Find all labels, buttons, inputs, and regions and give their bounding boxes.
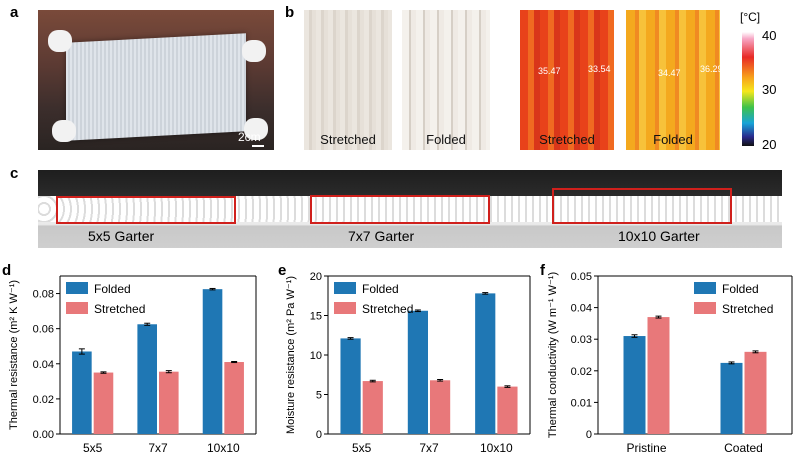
- bar-folded-10x10: [202, 289, 223, 434]
- y-tick-label: 15: [310, 311, 322, 323]
- legend-swatch: [334, 302, 356, 314]
- folded-thermal-caption: Folded: [653, 132, 693, 147]
- legend-swatch: [66, 282, 88, 294]
- garter-strip: [38, 196, 782, 222]
- highlight-box-5x5: [56, 196, 236, 224]
- y-axis-label: Thermal conductivity (W m⁻¹ W⁻¹): [547, 272, 559, 438]
- highlight-box-10x10: [552, 188, 732, 224]
- bar-stretched-10x10: [224, 362, 244, 434]
- y-tick-label: 0.00: [33, 429, 54, 441]
- bar-stretched-coated: [744, 351, 767, 434]
- colorbar-tick-40: 40: [762, 28, 777, 43]
- bar-folded-7x7: [137, 324, 157, 434]
- panel-a-label: a: [10, 4, 19, 21]
- folded-thermal-image: 34.47 36.29 Folded: [626, 10, 720, 150]
- garter-samples-photo: 5x5 Garter 7x7 Garter 10x10 Garter: [38, 170, 782, 248]
- y-tick-label: 10: [310, 350, 322, 362]
- bar-stretched-5x5: [93, 372, 114, 434]
- bar-stretched-10x10: [497, 386, 518, 434]
- x-tick-label: 7x7: [419, 441, 439, 455]
- chart-thermal-conductivity: 0 0.01 0.02 0.03 0.04 0.05 Thermal conductivit…: [547, 271, 793, 455]
- panel-f-label: f: [540, 262, 545, 279]
- legend-swatch: [694, 302, 716, 314]
- stretched-thermal-image: 35.47 33.54 Stretched: [520, 10, 614, 150]
- scale-bar-label: 2cm: [238, 130, 261, 144]
- bar-folded-10x10: [475, 293, 496, 434]
- stretched-photo-caption: Stretched: [320, 132, 376, 147]
- bar-folded-coated: [720, 362, 743, 434]
- legend-label: Folded: [94, 282, 131, 296]
- x-tick-label: 5x5: [352, 441, 372, 455]
- x-tick-label: 5x5: [83, 441, 103, 455]
- y-tick-label: 0.04: [33, 359, 54, 371]
- bar-folded-5x5: [72, 351, 92, 434]
- hand-left-top: [48, 30, 72, 52]
- thermal-reading-1: 35.47: [538, 66, 561, 76]
- bar-folded-5x5: [340, 338, 361, 434]
- y-tick-label: 0.06: [33, 324, 54, 336]
- bar-stretched-7x7: [159, 371, 179, 434]
- y-tick-label: 0.02: [33, 394, 54, 406]
- colorbar-tick-30: 30: [762, 82, 777, 97]
- panel-b-label: b: [285, 4, 295, 21]
- bar-stretched-7x7: [430, 380, 451, 434]
- y-tick-label: 0.04: [571, 303, 592, 315]
- x-tick-label: Pristine: [626, 441, 666, 455]
- folded-photo-caption: Folded: [426, 132, 466, 147]
- panel-d-label: d: [2, 262, 12, 279]
- chart-moisture-resistance: 0 5 10 15 20 Moisture resistance (m² Pa W⁻¹) 5…: [285, 271, 531, 455]
- fabric-photo: 2cm: [38, 10, 274, 150]
- bar-folded-7x7: [407, 310, 428, 434]
- colorbar-tick-20: 20: [762, 137, 777, 152]
- highlight-box-7x7: [310, 195, 490, 224]
- y-axis-label: Thermal resistance (m² K W⁻¹): [8, 280, 20, 430]
- legend-swatch: [66, 302, 88, 314]
- y-tick-label: 0.03: [571, 334, 592, 346]
- x-tick-label: 7x7: [148, 441, 168, 455]
- colorbar-unit: [°C]: [740, 10, 761, 24]
- legend-swatch: [694, 282, 716, 294]
- bar-stretched-pristine: [647, 317, 670, 434]
- hand-right-top: [242, 40, 266, 62]
- legend-label: Stretched: [722, 302, 773, 316]
- y-tick-label: 0.08: [33, 289, 54, 301]
- y-tick-label: 0: [316, 429, 322, 441]
- legend-swatch: [334, 282, 356, 294]
- x-tick-label: Coated: [724, 441, 763, 455]
- hand-right-bottom: [244, 118, 268, 140]
- y-tick-label: 5: [316, 390, 322, 402]
- thermal-reading-2: 33.54: [588, 64, 611, 74]
- fabric-sheet: [66, 33, 246, 141]
- chart-thermal-resistance: 0.00 0.02 0.04 0.06 0.08 Thermal resistance (…: [8, 275, 257, 455]
- panel-e-label: e: [278, 262, 287, 279]
- x-tick-label: 10x10: [480, 441, 513, 455]
- y-tick-label: 0.02: [571, 366, 592, 378]
- thermal-reading-3: 34.47: [658, 68, 681, 78]
- y-tick-label: 20: [310, 271, 322, 283]
- thermal-reading-4: 36.29: [700, 64, 720, 74]
- garter-caption-10x10: 10x10 Garter: [618, 228, 700, 244]
- panel-c-label: c: [10, 165, 19, 182]
- legend-label: Stretched: [362, 302, 413, 316]
- folded-fabric-photo: Folded: [402, 10, 490, 150]
- bar-stretched-5x5: [362, 381, 383, 434]
- y-tick-label: 0: [586, 429, 592, 441]
- stretched-fabric-photo: Stretched: [304, 10, 392, 150]
- hand-left-bottom: [52, 120, 76, 142]
- garter-caption-5x5: 5x5 Garter: [88, 228, 155, 244]
- y-tick-label: 0.01: [571, 397, 592, 409]
- legend-label: Stretched: [94, 302, 145, 316]
- bar-folded-pristine: [623, 336, 646, 434]
- y-axis-label: Moisture resistance (m² Pa W⁻¹): [285, 276, 297, 434]
- x-tick-label: 10x10: [207, 441, 240, 455]
- legend-label: Folded: [722, 282, 759, 296]
- stretched-thermal-caption: Stretched: [539, 132, 595, 147]
- scale-bar: [252, 145, 264, 147]
- legend-label: Folded: [362, 282, 399, 296]
- garter-caption-7x7: 7x7 Garter: [348, 228, 415, 244]
- colorbar: [742, 32, 754, 146]
- y-tick-label: 0.05: [571, 271, 592, 283]
